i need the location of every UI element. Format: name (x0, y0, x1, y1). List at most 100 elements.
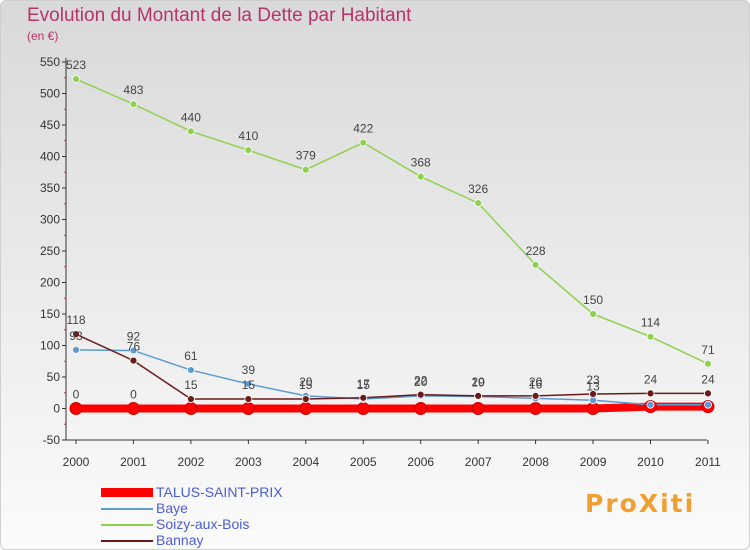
data-label-4: 20 (529, 375, 543, 389)
data-label-4: 22 (414, 374, 428, 388)
y-tick-label: 100 (40, 339, 60, 353)
data-label-2: 93 (69, 329, 83, 343)
legend-label-talus: TALUS-SAINT-PRIX (156, 484, 283, 500)
data-point-2 (72, 346, 80, 354)
x-tick-label: 2005 (350, 455, 377, 469)
data-point-1 (241, 402, 255, 415)
data-point-4 (589, 390, 597, 398)
data-point-1 (184, 402, 198, 415)
data-label-2: 20 (299, 375, 313, 389)
x-tick-label: 2006 (407, 455, 434, 469)
x-tick-label: 2002 (178, 455, 205, 469)
data-point-1 (529, 402, 543, 415)
data-point-3 (129, 100, 138, 109)
brand-text: ProXiti (585, 489, 696, 518)
data-label-2: 92 (127, 330, 141, 344)
data-label-2: 13 (586, 379, 600, 393)
data-label-3: 368 (411, 156, 431, 170)
data-point-4 (416, 390, 425, 399)
y-tick-label: 450 (40, 118, 60, 132)
legend-label-bannay: Bannay (156, 532, 204, 548)
data-point-2 (129, 346, 138, 355)
x-tick-label: 2007 (465, 455, 492, 469)
data-label-3: 422 (353, 122, 373, 136)
data-label-3: 523 (66, 58, 86, 72)
data-point-3 (72, 75, 80, 83)
data-label-1: 0 (73, 388, 80, 402)
data-point-4 (531, 391, 540, 400)
data-label-4: 15 (184, 378, 198, 392)
data-label-2: 15 (357, 378, 371, 392)
y-tick-label: -50 (43, 433, 61, 447)
x-tick-label: 2003 (235, 455, 262, 469)
legend-label-soizy: Soizy-aux-Bois (156, 516, 250, 532)
chart-subtitle: (en €) (27, 29, 59, 43)
data-label-2: 20 (414, 375, 428, 389)
x-tick-label: 2000 (63, 455, 90, 469)
x-tick-label: 2004 (292, 455, 319, 469)
data-label-4: 17 (357, 377, 371, 391)
series-line-4 (75, 333, 709, 400)
data-label-4: 24 (644, 372, 658, 386)
x-tick-label: 2010 (637, 455, 664, 469)
data-point-1 (69, 402, 83, 415)
data-label-4: 24 (701, 372, 715, 386)
data-label-2: 19 (471, 376, 485, 390)
legend-label-baye: Baye (156, 500, 188, 516)
data-point-2 (186, 366, 195, 374)
data-point-4 (646, 389, 655, 398)
data-point-1 (356, 402, 370, 415)
data-point-3 (589, 310, 597, 318)
y-tick-label: 250 (40, 244, 60, 258)
data-point-3 (704, 359, 712, 368)
y-tick-label: 150 (40, 307, 60, 321)
data-point-1 (586, 402, 600, 415)
data-label-3: 114 (641, 316, 660, 330)
data-point-1 (126, 402, 140, 415)
y-tick-label: 300 (40, 213, 60, 227)
data-label-4: 76 (127, 340, 141, 354)
y-tick-label: 400 (40, 150, 60, 164)
data-point-3 (359, 138, 368, 147)
data-label-2: 16 (529, 377, 543, 391)
data-point-3 (474, 199, 483, 208)
data-point-1 (414, 402, 428, 415)
data-label-3: 440 (181, 110, 201, 124)
data-label-4: 15 (242, 378, 256, 392)
y-tick-label: 0 (53, 402, 60, 416)
chart-title: Evolution du Montant de la Dette par Hab… (27, 5, 412, 26)
data-label-4: 15 (299, 378, 313, 392)
data-point-4 (474, 391, 483, 400)
x-tick-label: 2009 (580, 455, 607, 469)
data-point-2 (646, 400, 655, 409)
data-point-4 (301, 395, 310, 403)
data-point-1 (299, 402, 313, 415)
data-point-4 (704, 389, 712, 398)
y-tick-label: 550 (40, 55, 60, 69)
data-point-2 (704, 400, 712, 409)
data-point-4 (129, 356, 138, 365)
legend-swatch-talus (101, 488, 153, 497)
x-tick-label: 2001 (120, 455, 147, 469)
data-label-3: 71 (701, 343, 715, 357)
data-label-3: 228 (526, 244, 546, 258)
data-point-3 (186, 127, 195, 136)
data-label-2: 61 (184, 349, 198, 363)
data-label-1: 0 (130, 388, 137, 402)
x-tick-label: 2008 (522, 455, 549, 469)
y-tick-label: 50 (47, 370, 61, 384)
data-point-4 (244, 395, 253, 403)
data-point-1 (471, 402, 485, 415)
series-line-3 (75, 78, 709, 365)
x-tick-label: 2011 (695, 455, 721, 469)
brand-logo: ProXiti (585, 489, 695, 518)
data-label-4: 118 (66, 313, 85, 327)
data-label-3: 483 (123, 83, 143, 97)
data-point-4 (359, 393, 368, 402)
data-label-4: 20 (471, 375, 485, 389)
data-point-4 (186, 395, 195, 403)
data-label-3: 150 (583, 293, 603, 307)
legend-swatch-bannay (101, 540, 153, 542)
